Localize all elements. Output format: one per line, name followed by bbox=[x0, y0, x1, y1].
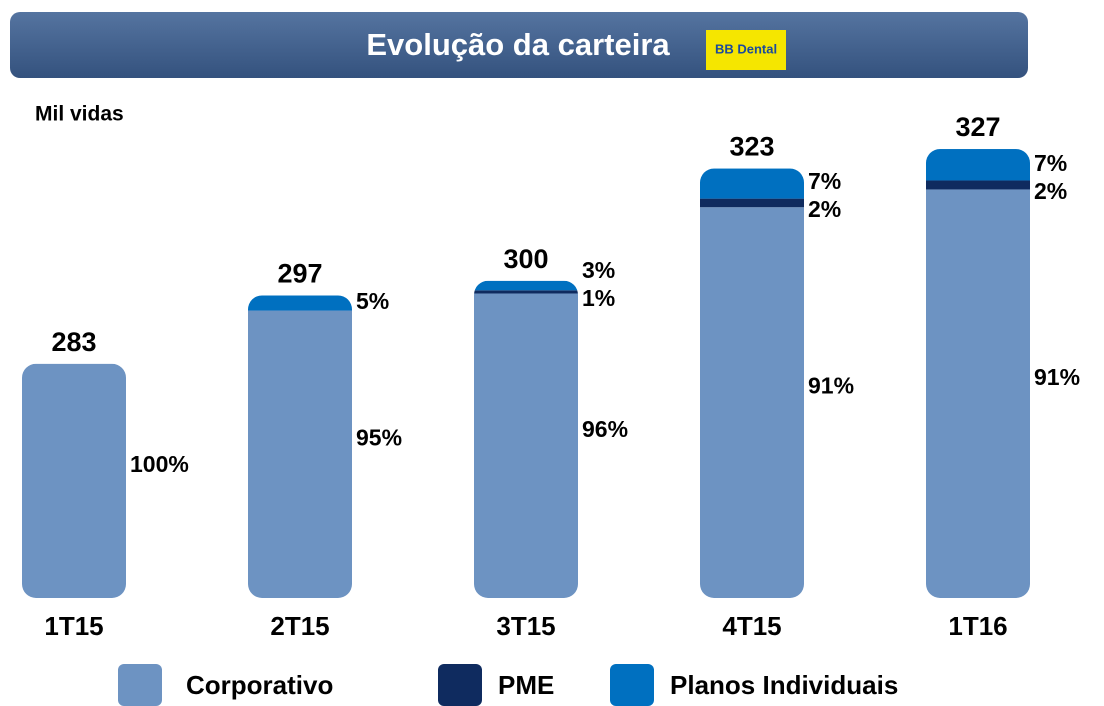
segment-label: 91% bbox=[1034, 364, 1080, 390]
bar-segment bbox=[248, 295, 352, 311]
bar-segment bbox=[926, 189, 1030, 598]
legend-swatch bbox=[438, 664, 482, 706]
total-label: 300 bbox=[503, 244, 548, 274]
legend-label: Planos Individuais bbox=[670, 670, 898, 700]
segment-label: 7% bbox=[1034, 150, 1067, 176]
bar-segment bbox=[474, 280, 578, 291]
bar-segment bbox=[248, 310, 352, 598]
segment-label: 100% bbox=[130, 451, 189, 477]
segment-label: 95% bbox=[356, 424, 402, 450]
chart-title: Evolução da carteira bbox=[366, 27, 670, 62]
bar-segment bbox=[700, 198, 804, 208]
total-label: 297 bbox=[277, 259, 322, 289]
x-tick-label: 1T16 bbox=[948, 611, 1007, 641]
legend-label: PME bbox=[498, 670, 554, 700]
x-tick-label: 3T15 bbox=[496, 611, 555, 641]
x-tick-label: 4T15 bbox=[722, 611, 781, 641]
segment-label: 7% bbox=[808, 168, 841, 194]
logo-text: BB Dental bbox=[715, 41, 777, 56]
x-tick-label: 1T15 bbox=[44, 611, 103, 641]
segment-label: 2% bbox=[1034, 178, 1067, 204]
bar-segment bbox=[22, 363, 126, 598]
bar-segment bbox=[926, 180, 1030, 190]
legend-label: Corporativo bbox=[186, 670, 333, 700]
logo-box bbox=[706, 30, 786, 70]
bar-segment bbox=[700, 168, 804, 199]
total-label: 327 bbox=[955, 112, 1000, 142]
total-label: 323 bbox=[729, 132, 774, 162]
segment-label: 96% bbox=[582, 416, 628, 442]
legend-swatch bbox=[118, 664, 162, 706]
segment-label: 1% bbox=[582, 285, 615, 311]
segment-label: 3% bbox=[582, 257, 615, 283]
segment-label: 91% bbox=[808, 373, 854, 399]
bar-segment bbox=[474, 290, 578, 294]
legend-swatch bbox=[610, 664, 654, 706]
total-label: 283 bbox=[51, 327, 96, 357]
subtitle: Mil vidas bbox=[35, 103, 124, 126]
bar-segment bbox=[926, 149, 1030, 181]
bar-segment bbox=[700, 207, 804, 598]
segment-label: 5% bbox=[356, 288, 389, 314]
x-tick-label: 2T15 bbox=[270, 611, 329, 641]
segment-label: 2% bbox=[808, 196, 841, 222]
bar-segment bbox=[474, 293, 578, 598]
